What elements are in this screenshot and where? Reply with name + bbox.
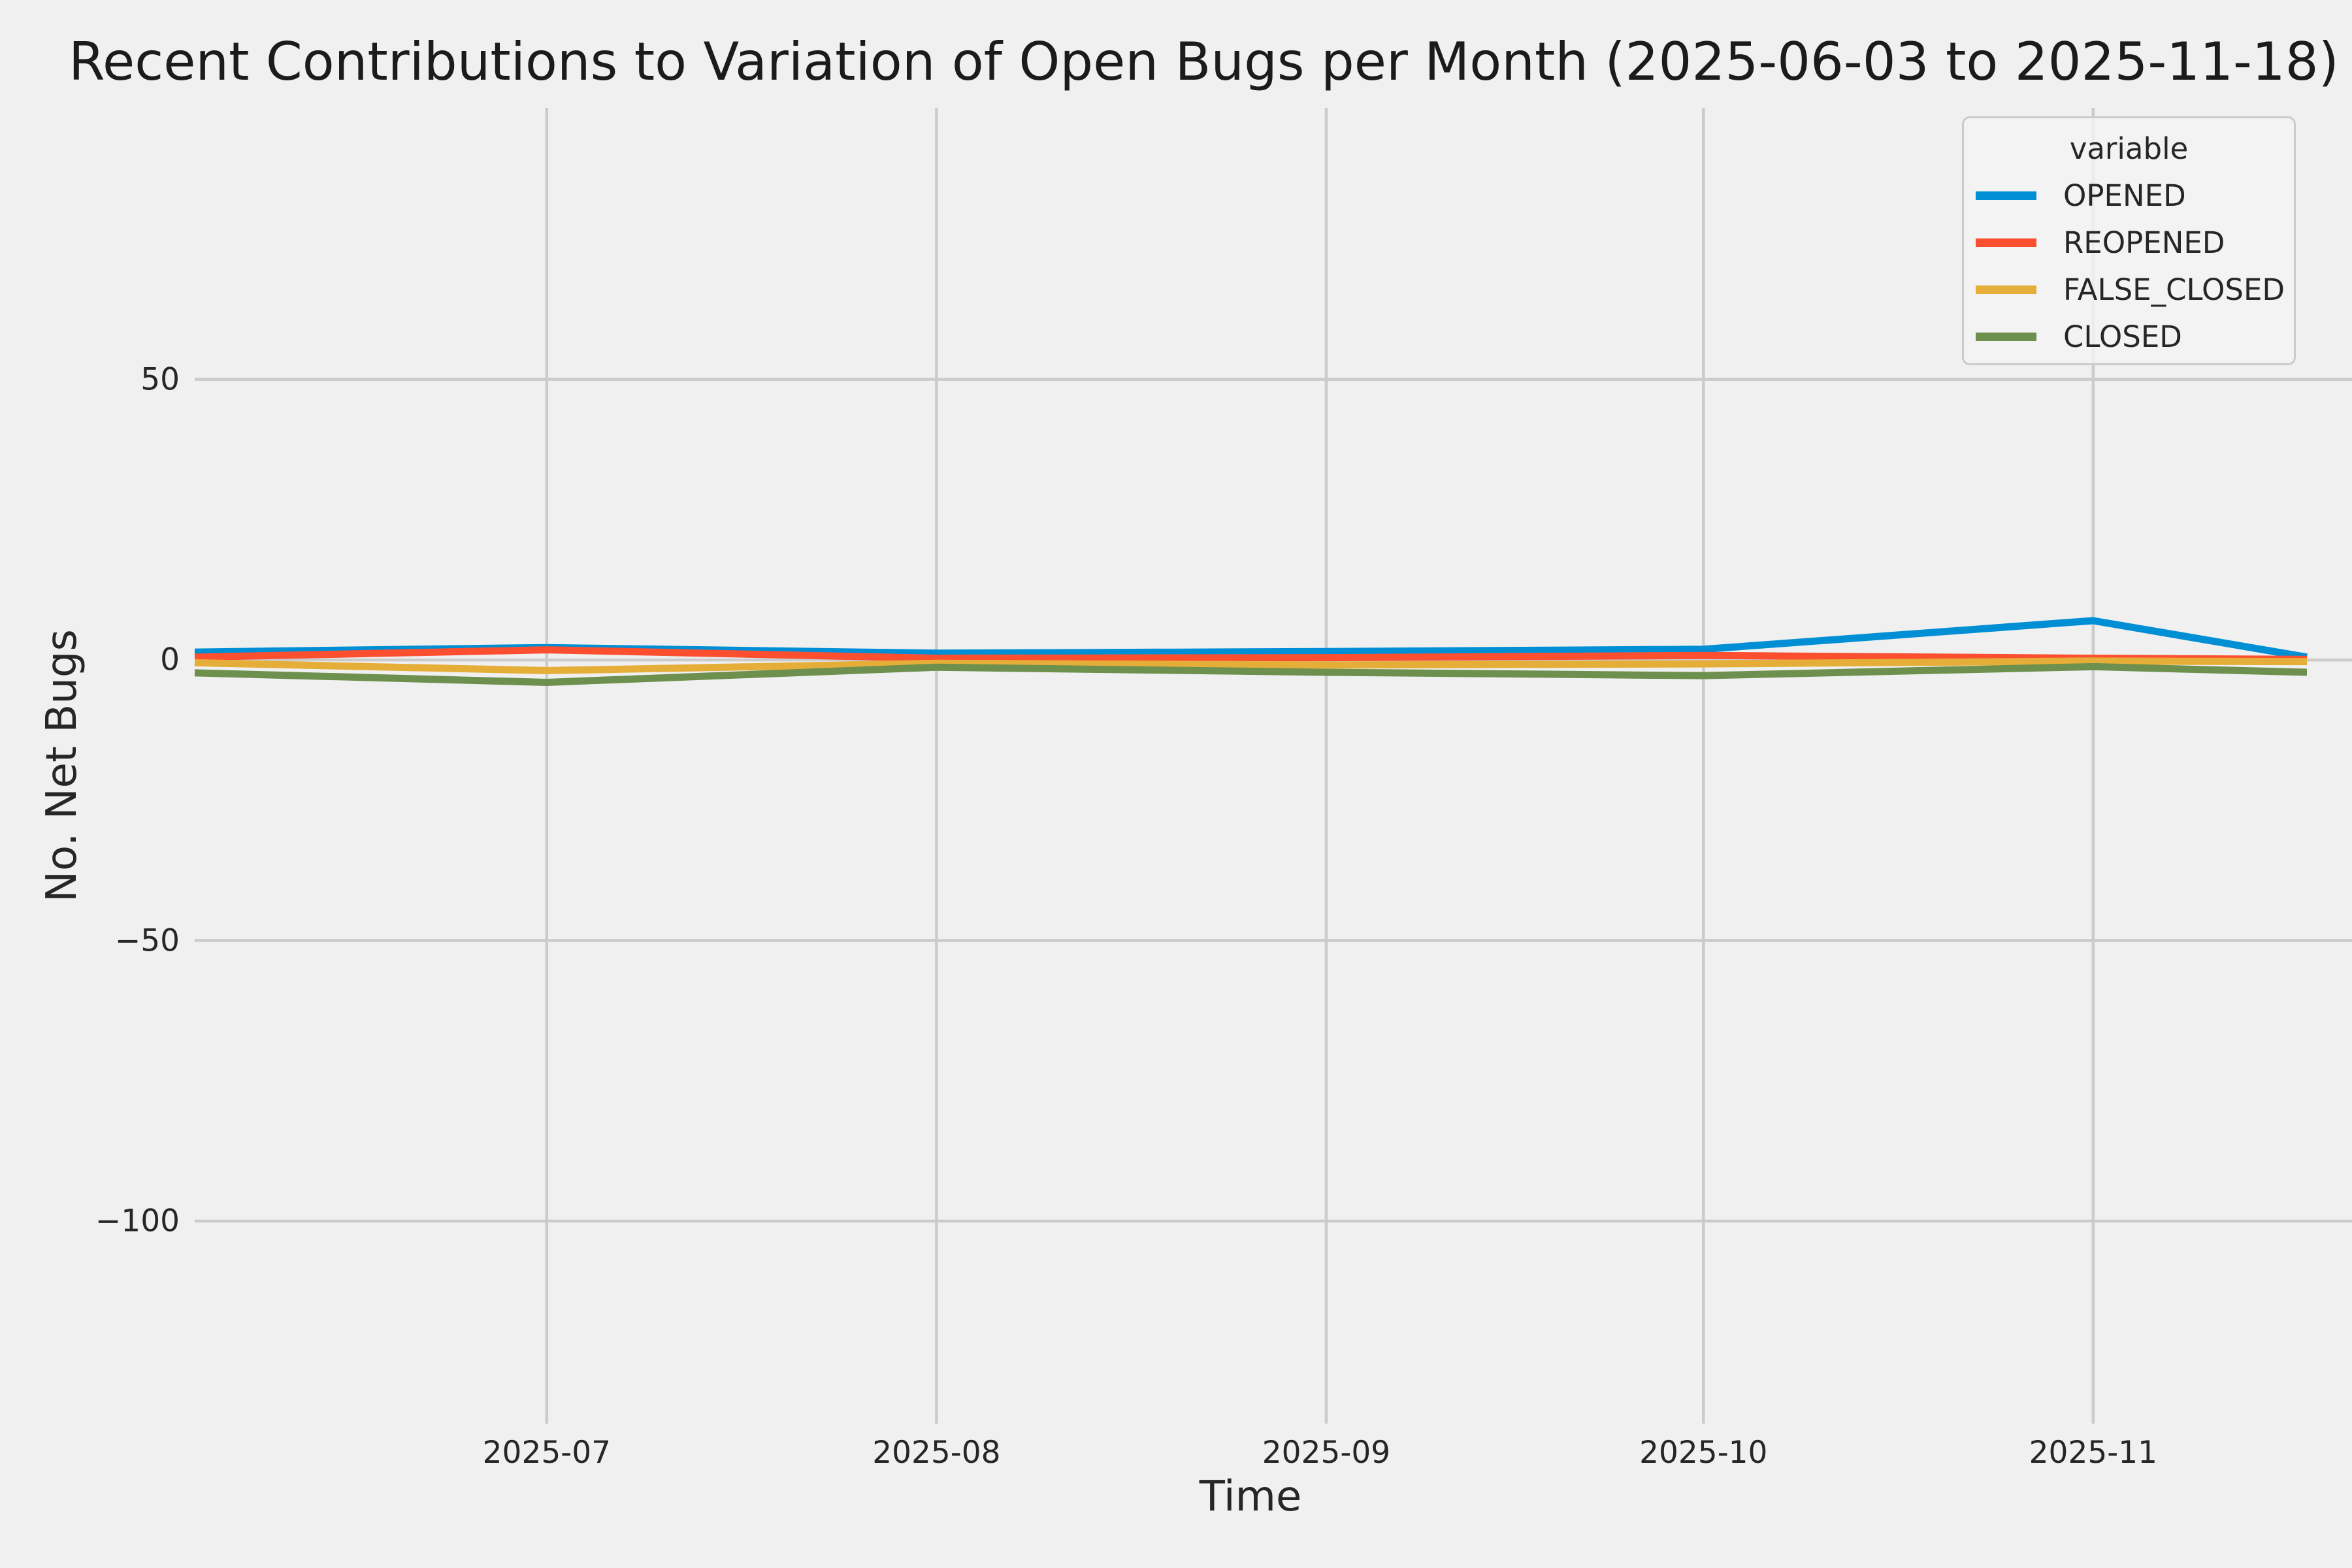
legend-line-swatch-icon [1976,285,2036,294]
y-tick-label: 50 [140,361,180,398]
legend-line-swatch-icon [1976,191,2036,200]
legend-item-false_closed: FALSE_CLOSED [1964,266,2294,313]
legend-item-closed: CLOSED [1964,313,2294,360]
legend-item-label: FALSE_CLOSED [2063,272,2285,307]
legend-line-swatch-icon [1976,332,2036,341]
series-line-closed [194,662,2308,686]
legend-line-swatch-icon [1976,238,2036,247]
x-tick-label: 2025-09 [1262,1435,1391,1471]
chart-title: Recent Contributions to Variation of Ope… [69,31,2339,92]
legend-item-reopened: REOPENED [1964,219,2294,266]
y-tick-label: −50 [114,923,180,959]
legend-title: variable [2069,131,2189,166]
y-tick-label: 0 [160,642,180,678]
legend: variable OPENED REOPENED FALSE_CLOSED CLOSE… [1962,116,2296,365]
x-tick-label: 2025-07 [482,1435,612,1471]
x-tick-label: 2025-08 [872,1435,1001,1471]
y-tick-label: −100 [95,1203,180,1239]
x-axis-label: Time [1199,1473,1302,1521]
x-tick-label: 2025-11 [2029,1435,2158,1471]
legend-item-label: OPENED [2063,178,2186,213]
legend-item-label: REOPENED [2063,225,2225,260]
x-tick-label: 2025-10 [1639,1435,1768,1471]
legend-item-label: CLOSED [2063,319,2182,354]
series-line-false_closed [194,657,2308,674]
legend-item-opened: OPENED [1964,172,2294,219]
